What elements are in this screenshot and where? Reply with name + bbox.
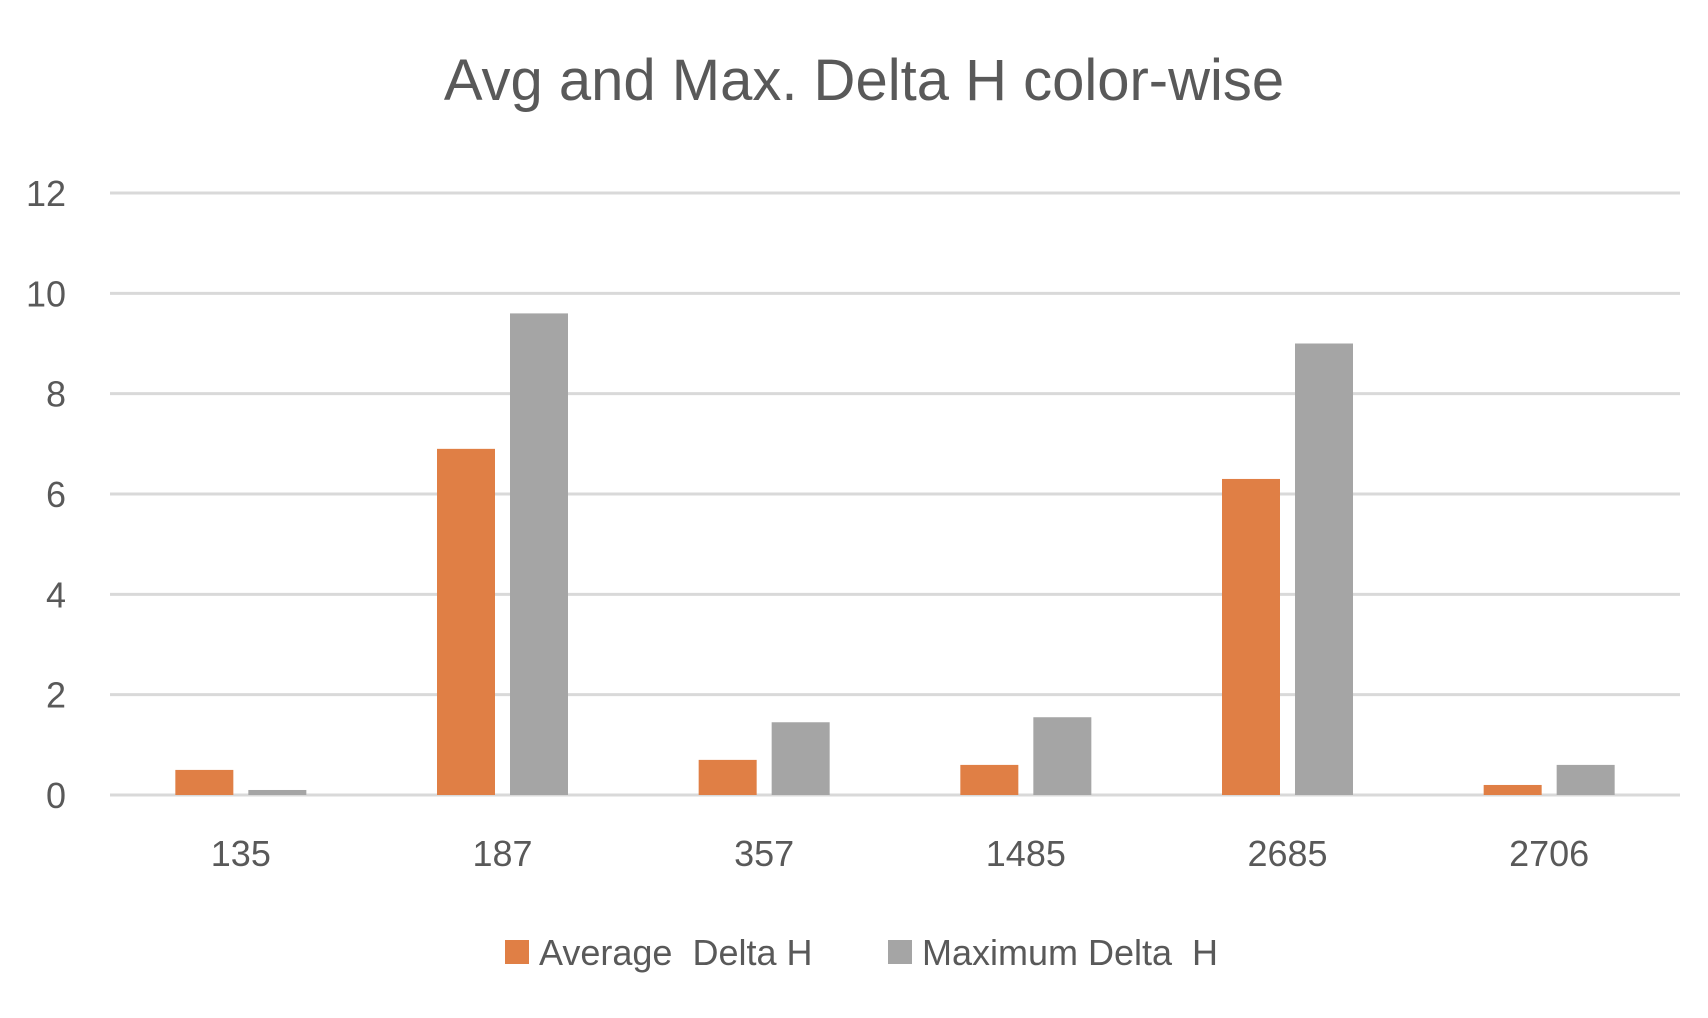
legend-label-maximum: Maximum Delta H <box>922 932 1218 973</box>
x-tick-label: 2685 <box>1247 833 1327 874</box>
x-tick-label: 187 <box>472 833 532 874</box>
bar-maximum-357 <box>771 722 830 795</box>
chart-title: Avg and Max. Delta H color-wise <box>444 48 1284 113</box>
bar-maximum-2685 <box>1295 343 1353 795</box>
bar-maximum-1485 <box>1033 717 1092 795</box>
legend: Average Delta H Maximum Delta H <box>505 932 1218 973</box>
bar-average-187 <box>437 448 495 795</box>
legend-swatch-maximum <box>888 940 912 964</box>
bar-average-135 <box>175 769 234 795</box>
bar-average-2685 <box>1222 478 1280 795</box>
bar-maximum-2706 <box>1556 764 1615 795</box>
gridlines <box>110 191 1680 797</box>
bar-average-1485 <box>960 764 1019 795</box>
y-tick-label: 0 <box>46 775 66 816</box>
legend-swatch-average <box>505 940 529 964</box>
y-axis-ticks: 0 2 4 6 8 10 12 <box>26 173 66 816</box>
x-tick-label: 2706 <box>1509 833 1589 874</box>
y-tick-label: 4 <box>46 574 66 615</box>
x-tick-label: 357 <box>734 833 794 874</box>
x-axis-ticks: 135 187 357 1485 2685 2706 <box>211 833 1589 874</box>
bar-maximum-135 <box>248 789 307 795</box>
y-tick-label: 6 <box>46 474 66 515</box>
x-tick-label: 1485 <box>986 833 1066 874</box>
x-tick-label: 135 <box>211 833 271 874</box>
y-tick-label: 10 <box>26 273 66 314</box>
y-tick-label: 2 <box>46 675 66 716</box>
bar-average-2706 <box>1483 784 1542 795</box>
bars <box>175 313 1615 795</box>
y-tick-label: 8 <box>46 374 66 415</box>
legend-label-average: Average Delta H <box>539 932 812 973</box>
y-tick-label: 12 <box>26 173 66 214</box>
bar-average-357 <box>698 759 757 795</box>
bar-maximum-187 <box>510 313 568 795</box>
